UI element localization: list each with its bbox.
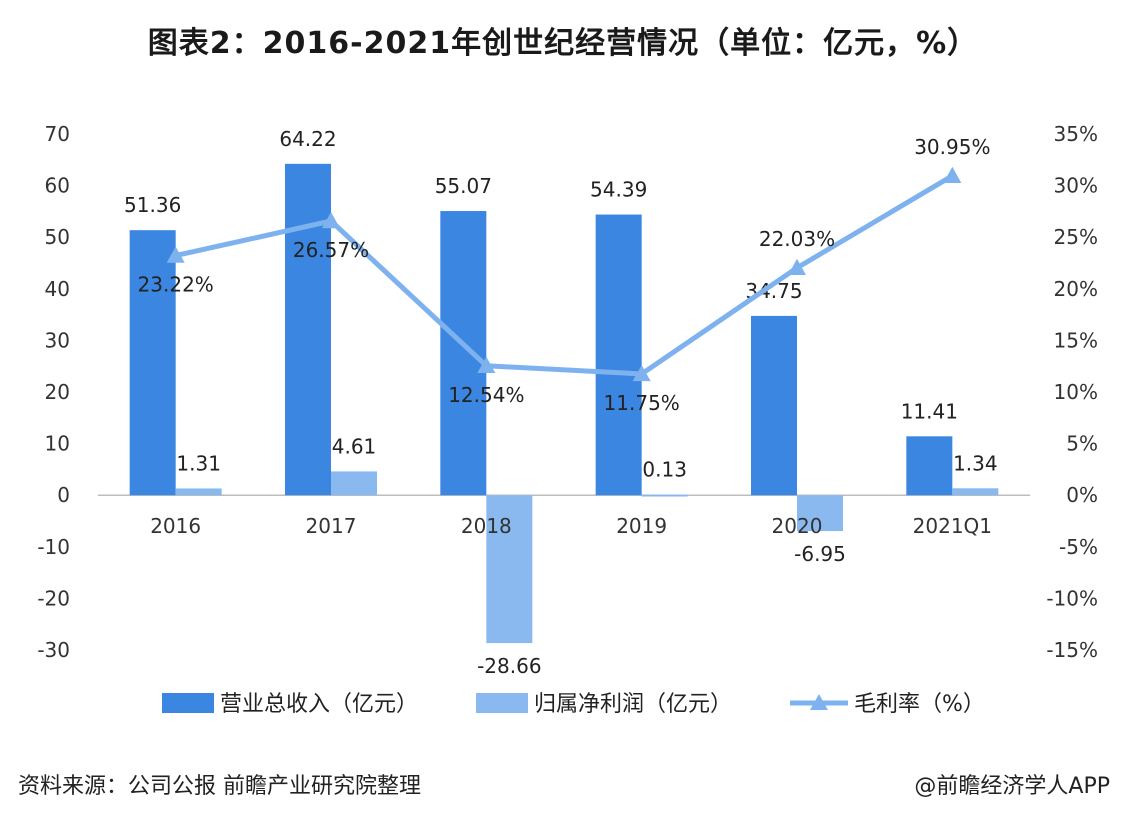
- revenue-bar: [751, 315, 797, 496]
- margin-point: [322, 211, 340, 229]
- x-axis-tick-label: 2020: [772, 514, 823, 538]
- legend-profit-swatch: [476, 693, 528, 713]
- x-axis-tick-label: 2021Q1: [913, 514, 992, 538]
- y-left-tick-label: 50: [45, 225, 70, 249]
- x-axis-tick-label: 2016: [150, 514, 201, 538]
- legend-margin-label: 毛利率（%）: [854, 692, 985, 717]
- revenue-bar: [906, 436, 953, 496]
- profit-bar: [641, 494, 688, 497]
- legend-margin-marker: [810, 694, 828, 710]
- y-left-tick-label: 70: [45, 122, 70, 146]
- chart-title: 图表2：2016-2021年创世纪经营情况（单位：亿元，%）: [147, 26, 979, 61]
- y-right-tick-label: -15%: [1046, 638, 1098, 662]
- y-right-tick-label: 15%: [1054, 328, 1098, 352]
- profit-bar-label: 1.31: [176, 451, 221, 475]
- revenue-bar-label: 55.07: [435, 174, 492, 198]
- margin-point: [477, 356, 496, 373]
- legend-revenue-swatch: [162, 693, 214, 713]
- y-right-tick-label: 20%: [1054, 277, 1098, 301]
- source-note: 资料来源：公司公报 前瞻产业研究院整理: [18, 774, 421, 799]
- y-right-tick-label: 35%: [1054, 122, 1098, 146]
- margin-point-label: 26.57%: [293, 238, 369, 262]
- revenue-bar-label: 51.36: [124, 193, 181, 217]
- y-left-tick-label: 30: [45, 328, 70, 352]
- y-right-tick-label: 10%: [1054, 380, 1098, 404]
- x-axis-tick-label: 2018: [461, 514, 512, 538]
- legend: 营业总收入（亿元） 归属净利润（亿元） 毛利率（%）: [162, 692, 985, 717]
- profit-bar: [486, 495, 533, 644]
- combo-chart: 70 60 50 40 30 20 10 0 -10 -20 -30 35% 30% 25% 20% 15%…: [37, 122, 1098, 717]
- y-left-tick-label: 0: [57, 483, 70, 507]
- y-left-tick-label: -10: [37, 535, 70, 559]
- revenue-bar: [440, 211, 487, 496]
- y-left-tick-label: 20: [45, 380, 70, 404]
- x-axis-tick-label: 2017: [306, 514, 357, 538]
- line-series: 23.22% 26.57% 12.54% 11.75% 22.03% 30.95%: [138, 135, 991, 415]
- margin-point: [632, 364, 651, 382]
- brand-credit: @前瞻经济学人APP: [914, 774, 1110, 799]
- profit-bar-label: -6.95: [794, 542, 846, 566]
- legend-profit-label: 归属净利润（亿元）: [534, 692, 732, 717]
- y-right-tick-label: -5%: [1059, 535, 1098, 559]
- profit-bar: [331, 471, 377, 496]
- x-axis-labels: 2016 2017 2018 2019 2020 2021Q1: [150, 514, 992, 538]
- x-axis-tick-label: 2019: [616, 514, 667, 538]
- revenue-bar-label: 64.22: [279, 127, 336, 151]
- margin-point: [788, 258, 806, 276]
- y-right-tick-label: 0%: [1066, 483, 1098, 507]
- y-right-tick-label: -10%: [1046, 586, 1098, 610]
- y-left-tick-label: 60: [45, 174, 70, 198]
- profit-bar: [952, 488, 999, 496]
- y-axis-right: 35% 30% 25% 20% 15% 10% 5% 0% -5% -10% -15%: [1046, 122, 1098, 662]
- revenue-bar: [595, 214, 642, 496]
- margin-point: [943, 166, 962, 183]
- y-left-tick-label: -20: [37, 586, 70, 610]
- profit-bar-label: 4.61: [332, 434, 377, 458]
- margin-point-label: 12.54%: [448, 383, 524, 407]
- revenue-bar-label: 11.41: [901, 399, 958, 423]
- legend-revenue-label: 营业总收入（亿元）: [220, 692, 418, 717]
- profit-bar-label: -28.66: [477, 654, 541, 678]
- profit-bar: [797, 495, 843, 532]
- y-left-tick-label: 10: [45, 432, 70, 456]
- profit-bar-label: 1.34: [953, 451, 998, 475]
- margin-point: [166, 246, 185, 263]
- margin-line: [175, 173, 954, 377]
- y-right-tick-label: 5%: [1066, 432, 1098, 456]
- profit-bar: [175, 488, 222, 496]
- revenue-bar: [285, 163, 331, 496]
- margin-point-label: 30.95%: [914, 135, 990, 159]
- y-left-tick-label: -30: [37, 638, 70, 662]
- y-axis-left: 70 60 50 40 30 20 10 0 -10 -20 -30: [37, 122, 70, 662]
- y-left-tick-label: 40: [45, 277, 70, 301]
- revenue-bar-label: 54.39: [590, 178, 647, 202]
- profit-bar-label: 0.13: [642, 458, 687, 482]
- bar-series: 51.361.3164.224.6155.07-28.6654.390.1334…: [124, 127, 999, 678]
- y-right-tick-label: 30%: [1054, 174, 1098, 198]
- y-right-tick-label: 25%: [1054, 225, 1098, 249]
- margin-point-label: 22.03%: [759, 227, 835, 251]
- margin-point-label: 23.22%: [138, 273, 214, 297]
- revenue-bar: [129, 230, 176, 496]
- margin-point-label: 11.75%: [604, 391, 680, 415]
